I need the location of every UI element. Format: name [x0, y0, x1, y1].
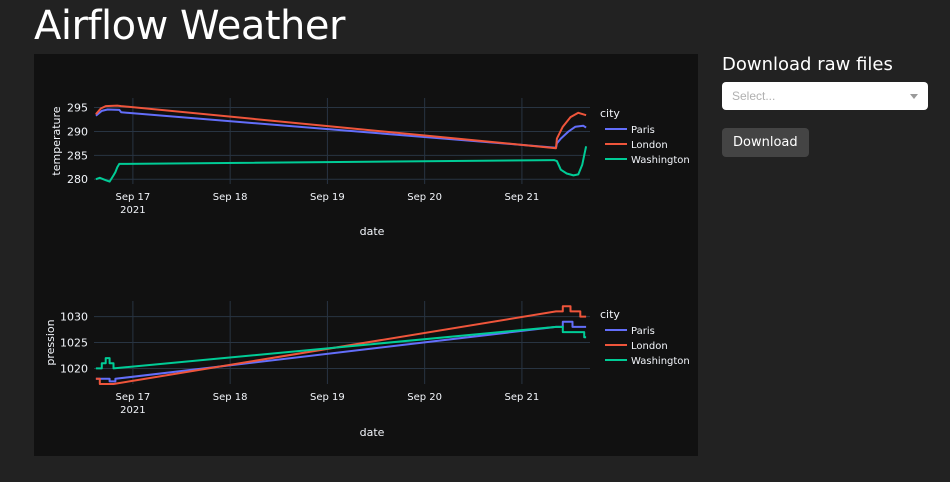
series-line-washington — [95, 146, 588, 183]
legend-title: city — [600, 308, 620, 321]
download-heading: Download raw files — [722, 54, 893, 75]
x-tick-label: Sep 21 — [505, 392, 540, 403]
legend-item: Washington — [631, 356, 690, 367]
y-tick-label: 295 — [67, 102, 88, 115]
series-line-london — [95, 305, 587, 385]
x-tick-label: Sep 21 — [505, 192, 540, 203]
weather-charts[interactable]: 280 285 290 295 Sep 17 2021 Sep 18 Sep 19 Sep 20… — [34, 54, 698, 456]
file-select-placeholder: Select... — [732, 89, 776, 103]
x-tick-label: Sep 19 — [310, 192, 345, 203]
legend-title: city — [600, 107, 620, 120]
y-tick-label: 1030 — [60, 311, 88, 324]
chart-2: 1020 1025 1030 Sep 17 2021 Sep 18 Sep 19 Sep 20… — [44, 301, 690, 439]
x-tick-label: Sep 20 — [407, 392, 442, 403]
legend-item: London — [631, 341, 668, 352]
weather-plot-panel[interactable]: 280 285 290 295 Sep 17 2021 Sep 18 Sep 19 Sep 20… — [34, 54, 698, 456]
x-axis-title: date — [360, 225, 385, 238]
series-line-london — [95, 104, 587, 150]
x-tick-label: Sep 18 — [213, 192, 248, 203]
legend-item: Paris — [631, 125, 655, 136]
y-axis-title: pression — [44, 319, 57, 365]
y-tick-label: 285 — [67, 149, 88, 162]
y-tick-label: 1020 — [60, 362, 88, 375]
x-tick-label: Sep 17 — [116, 192, 151, 203]
x-tick-label: 2021 — [120, 405, 145, 416]
series-line-washington — [95, 325, 587, 370]
download-panel: Download raw files Select... Download — [722, 54, 928, 157]
legend-item: London — [631, 140, 668, 151]
legend-item: Washington — [631, 155, 690, 166]
download-button[interactable]: Download — [722, 128, 809, 157]
chevron-down-icon[interactable] — [910, 94, 918, 99]
file-select-dropdown[interactable]: Select... — [722, 82, 928, 110]
x-tick-label: Sep 19 — [310, 392, 345, 403]
series-line-paris — [95, 108, 587, 149]
x-tick-label: Sep 20 — [407, 192, 442, 203]
page-title: Airflow Weather — [34, 3, 345, 49]
y-tick-label: 290 — [67, 125, 88, 138]
x-tick-label: Sep 18 — [213, 392, 248, 403]
y-axis-title: temperature — [50, 106, 63, 175]
chart-1: 280 285 290 295 Sep 17 2021 Sep 18 Sep 19 Sep 20… — [50, 98, 690, 238]
legend-item: Paris — [631, 326, 655, 337]
y-tick-label: 280 — [67, 173, 88, 186]
x-tick-label: Sep 17 — [116, 392, 151, 403]
x-axis-title: date — [360, 426, 385, 439]
y-tick-label: 1025 — [60, 337, 88, 350]
x-tick-label: 2021 — [120, 205, 145, 216]
